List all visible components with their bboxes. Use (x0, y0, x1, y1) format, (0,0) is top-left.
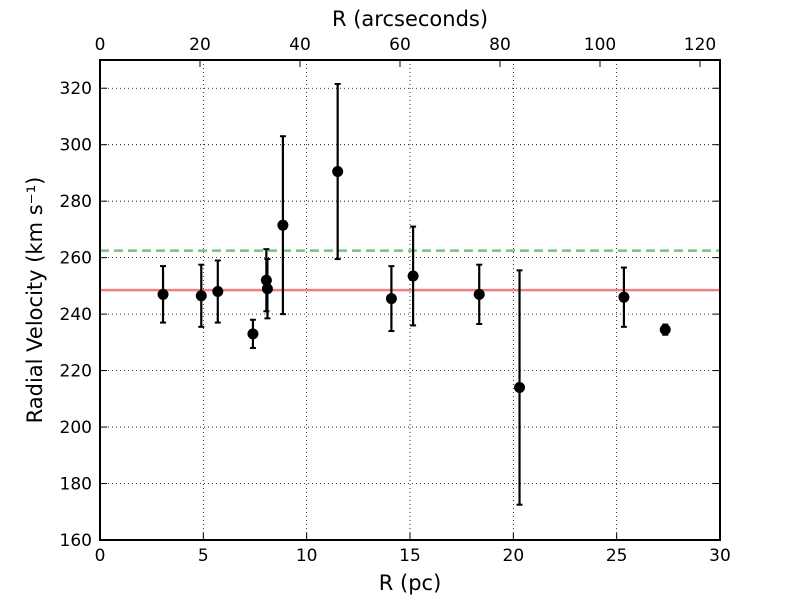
y-tick-label: 320 (60, 79, 92, 99)
point-marker (212, 286, 224, 298)
y-tick-label: 160 (60, 531, 92, 551)
data-point (157, 265, 169, 324)
data-point (659, 323, 671, 336)
data-point (247, 318, 259, 349)
point-marker (385, 293, 397, 305)
data-point (473, 263, 485, 325)
top-x-tick-label: 60 (389, 35, 411, 55)
y-tick-label: 200 (60, 418, 92, 438)
y-tick-label: 280 (60, 192, 92, 212)
y-tick-label: 300 (60, 136, 92, 156)
data-points (157, 83, 671, 506)
top-x-tick-label: 40 (289, 35, 311, 55)
data-point (212, 259, 224, 324)
x-tick-label: 30 (709, 546, 731, 566)
data-point (332, 83, 344, 261)
axis-ticks (99, 60, 721, 541)
point-marker (261, 283, 273, 295)
x-tick-label: 15 (399, 546, 421, 566)
top-x-tick-label: 20 (189, 35, 211, 55)
top-x-tick-label: 0 (95, 35, 106, 55)
point-marker (195, 290, 207, 302)
y-tick-label: 220 (60, 362, 92, 382)
x-tick-label: 20 (503, 546, 525, 566)
point-marker (157, 288, 169, 300)
point-marker (332, 166, 344, 178)
reference-lines (100, 249, 720, 292)
data-point (514, 269, 526, 506)
x-tick-label: 5 (198, 546, 209, 566)
data-point (277, 135, 289, 316)
point-marker (473, 288, 485, 300)
point-marker (659, 324, 671, 336)
y-tick-label: 240 (60, 305, 92, 325)
x-tick-label: 25 (606, 546, 628, 566)
x-tick-label: 0 (95, 546, 106, 566)
x-tick-label: 10 (296, 546, 318, 566)
top-x-tick-label: 100 (584, 35, 616, 55)
y-tick-label: 260 (60, 249, 92, 269)
point-marker (277, 219, 289, 231)
data-point (195, 263, 207, 328)
point-marker (247, 328, 259, 340)
top-x-tick-label: 120 (684, 35, 716, 55)
top-x-tick-label: 80 (489, 35, 511, 55)
data-point (385, 265, 397, 333)
point-marker (618, 291, 630, 303)
tick-labels: 0 5 10 15 20 25 30 160 180 200 220 240 260 280 300 320 0… (60, 35, 731, 566)
grid-lines (100, 60, 720, 540)
y-tick-label: 180 (60, 475, 92, 495)
data-point (261, 258, 273, 320)
x-axis-label: R (pc) (379, 571, 442, 595)
point-marker (407, 270, 419, 282)
data-point (618, 266, 630, 328)
y-axis-label: Radial Velocity (km s⁻¹) (23, 177, 47, 424)
point-marker (514, 382, 526, 394)
top-x-axis-label: R (arcseconds) (332, 7, 488, 31)
data-point (407, 225, 419, 327)
